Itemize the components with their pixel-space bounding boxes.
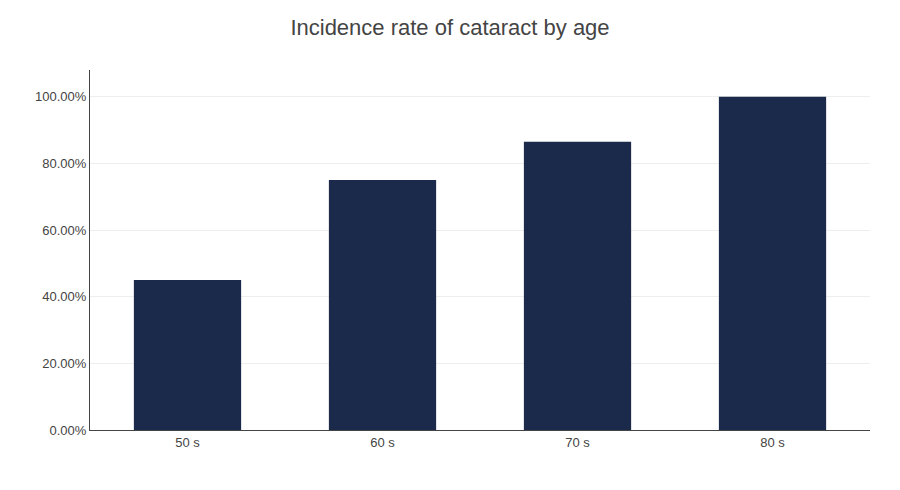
svg-text:80.00%: 80.00% [42,156,87,171]
svg-text:70 s: 70 s [565,435,590,450]
svg-text:60.00%: 60.00% [42,223,87,238]
svg-text:50 s: 50 s [175,435,200,450]
svg-text:60 s: 60 s [370,435,395,450]
svg-text:80 s: 80 s [760,435,785,450]
svg-text:Incidence rate of cataract by: Incidence rate of cataract by age [290,15,609,40]
svg-text:0.00%: 0.00% [50,423,87,438]
svg-text:40.00%: 40.00% [42,289,87,304]
svg-text:20.00%: 20.00% [42,356,87,371]
svg-text:100.00%: 100.00% [35,89,87,104]
